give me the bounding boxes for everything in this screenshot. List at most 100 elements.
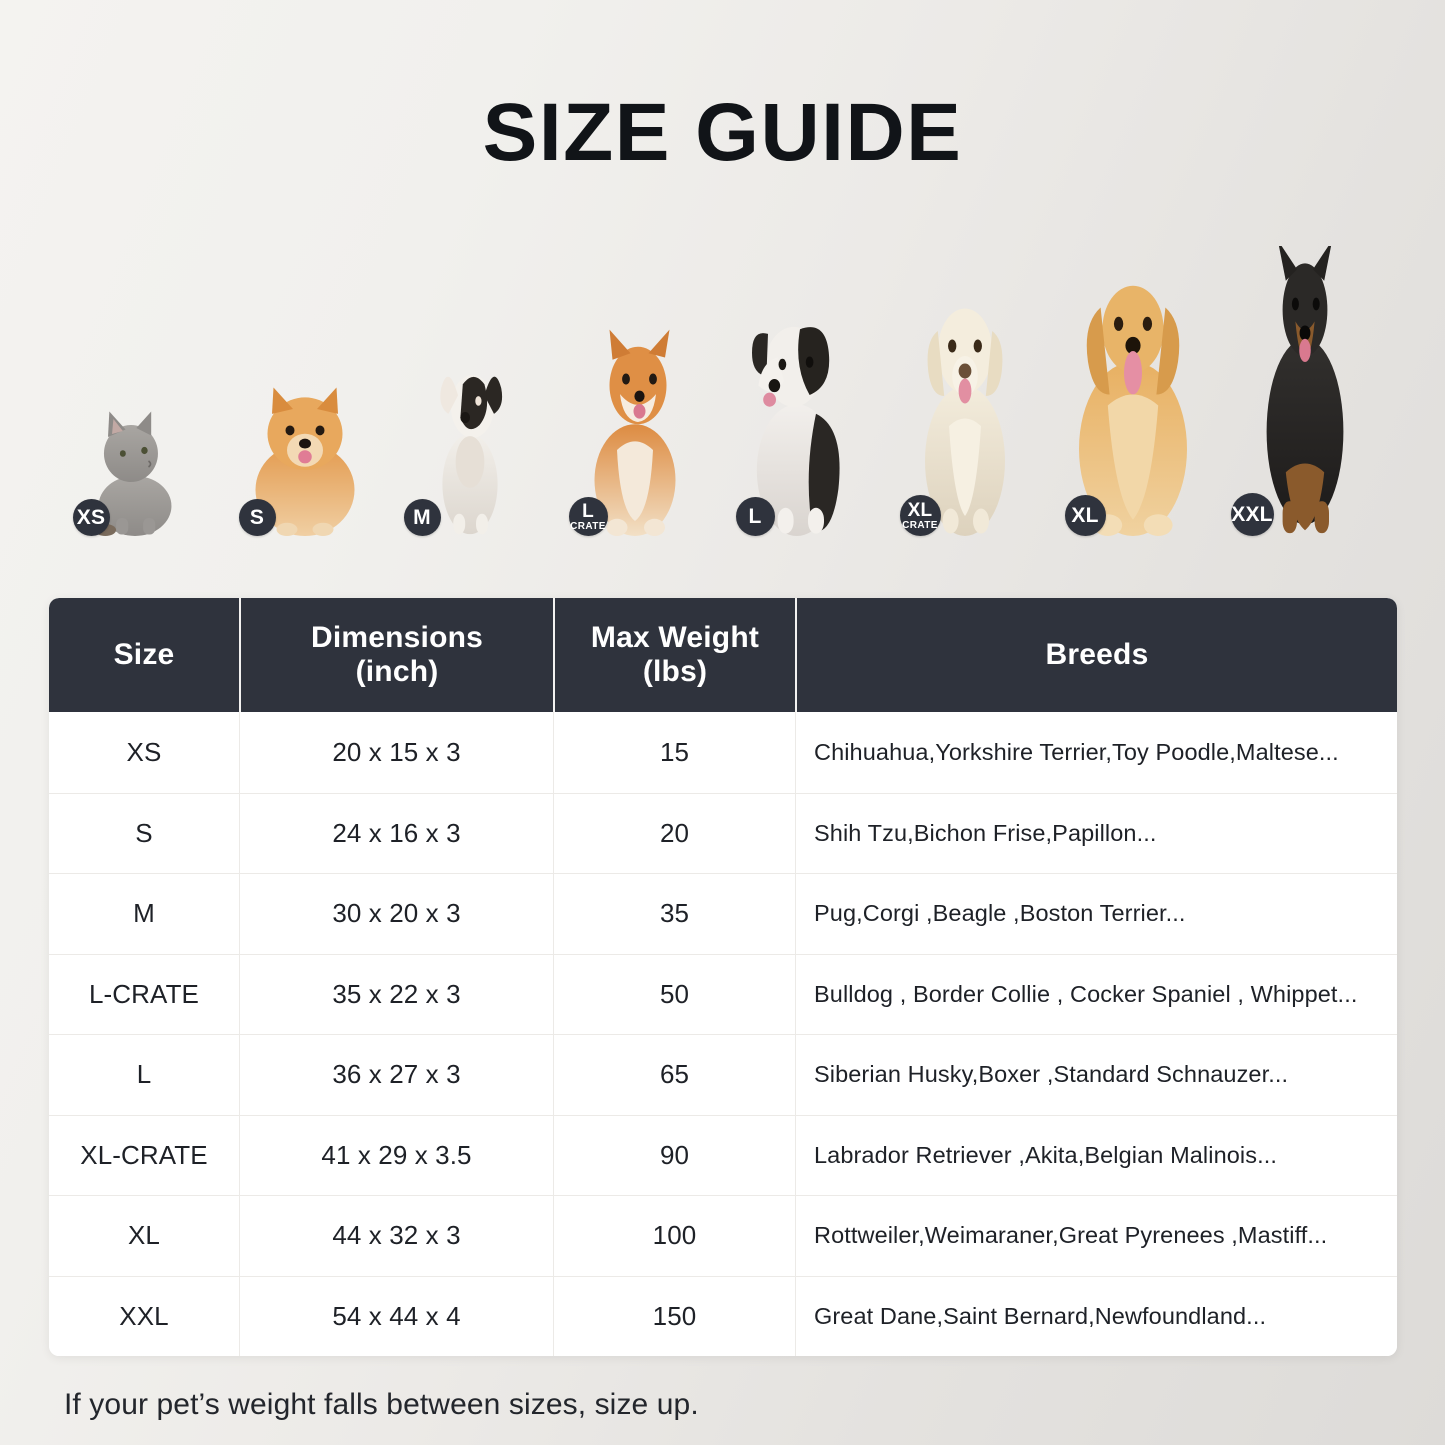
cell-breeds-value: Rottweiler,Weimaraner,Great Pyrenees ,Ma… — [814, 1222, 1328, 1249]
french-bulldog-illustration — [410, 351, 530, 536]
cell-size-value: XL-CRATE — [80, 1139, 208, 1170]
size-badge-l: L — [735, 497, 775, 536]
table-row: XL 44 x 32 x 3 100 Rottweiler,Weimaraner,Gr… — [49, 1195, 1397, 1276]
size-badge-sublabel: CRATE — [902, 519, 938, 531]
cell-breeds-value: Chihuahua,Yorkshire Terrier,Toy Poodle,M… — [814, 738, 1339, 765]
cell-dimensions-value: 44 x 32 x 3 — [332, 1220, 461, 1251]
cell-dimensions: 36 x 27 x 3 — [239, 1035, 553, 1115]
cell-dimensions-value: 36 x 27 x 3 — [332, 1059, 461, 1090]
column-header-dimensions-line2: (inch) — [355, 655, 439, 688]
sizing-advice-note: If your pet’s weight falls between sizes… — [64, 1388, 699, 1421]
cell-breeds: Shih Tzu,Bichon Frise,Papillon... — [795, 793, 1397, 873]
doberman-illustration — [1225, 240, 1385, 536]
table-row: XS 20 x 15 x 3 15 Chihuahua,Yorkshire Terri… — [49, 712, 1397, 793]
column-header-max-weight-line1: Max Weight — [590, 621, 760, 655]
size-badge-label: L — [582, 500, 594, 522]
animal-slot-golden-retriever — [1043, 258, 1223, 550]
cell-breeds-value: Pug,Corgi ,Beagle ,Boston Terrier... — [814, 900, 1186, 927]
cell-dimensions-value: 54 x 44 x 4 — [332, 1300, 461, 1331]
size-badge-xxl: XXL — [1230, 493, 1274, 536]
size-badge-s: S — [238, 499, 276, 536]
gray-cat-illustration — [68, 386, 203, 536]
cell-dimensions-value: 30 x 20 x 3 — [332, 898, 461, 929]
table-row: L-CRATE 35 x 22 x 3 50 Bulldog , Border Col… — [49, 953, 1397, 1034]
cell-max-weight-value: 90 — [659, 1139, 690, 1170]
cell-max-weight-value: 65 — [659, 1059, 690, 1090]
cell-size-value: XL — [127, 1220, 160, 1251]
column-header-dimensions-line1: Dimensions — [310, 621, 484, 655]
cell-dimensions: 30 x 20 x 3 — [239, 874, 553, 954]
animal-slot-shiba-inu — [560, 315, 710, 550]
cell-max-weight-value: 100 — [652, 1220, 697, 1251]
cell-dimensions: 35 x 22 x 3 — [239, 954, 553, 1034]
cell-size-value: M — [133, 898, 155, 929]
pomeranian-illustration — [230, 371, 380, 536]
cell-dimensions: 44 x 32 x 3 — [239, 1196, 553, 1276]
animal-size-lineup: XS S M L CRATE L XL CRATE XL XXL — [0, 240, 1445, 550]
size-badge-label: M — [413, 506, 431, 529]
animal-slot-border-collie — [720, 295, 880, 550]
animal-slot-labrador-retriever — [885, 280, 1045, 550]
cell-dimensions: 41 x 29 x 3.5 — [239, 1115, 553, 1195]
column-header-size: Size — [49, 598, 239, 712]
size-badge-xl-crate: XL CRATE — [899, 495, 941, 536]
cell-size-value: L-CRATE — [88, 978, 199, 1009]
cell-breeds: Chihuahua,Yorkshire Terrier,Toy Poodle,M… — [795, 712, 1397, 793]
cell-breeds: Labrador Retriever ,Akita,Belgian Malino… — [795, 1115, 1397, 1195]
shiba-inu-illustration — [560, 321, 710, 536]
cell-size: L — [49, 1035, 239, 1115]
size-badge-m: M — [403, 499, 441, 536]
cell-breeds-value: Labrador Retriever ,Akita,Belgian Malino… — [814, 1141, 1277, 1168]
cell-size-value: XS — [126, 736, 162, 767]
column-header-max-weight-line2: (lbs) — [642, 655, 708, 688]
table-row: M 30 x 20 x 3 35 Pug,Corgi ,Beagle ,Boston … — [49, 873, 1397, 954]
table-header-row: Size Dimensions (inch) Max Weight (lbs) … — [49, 598, 1397, 712]
cell-max-weight: 50 — [553, 954, 795, 1034]
cell-size: XL-CRATE — [49, 1116, 239, 1196]
size-badge-l-crate: L CRATE — [568, 497, 608, 536]
column-header-breeds-label: Breeds — [1045, 638, 1149, 672]
page-title: SIZE GUIDE — [482, 87, 963, 178]
cell-dimensions-value: 24 x 16 x 3 — [332, 817, 461, 848]
cell-dimensions-value: 41 x 29 x 3.5 — [321, 1139, 472, 1170]
cell-size-value: L — [136, 1059, 152, 1090]
cell-max-weight: 90 — [553, 1115, 795, 1195]
cell-size-value: XXL — [119, 1300, 169, 1331]
cell-max-weight: 65 — [553, 1035, 795, 1115]
cell-breeds: Bulldog , Border Collie , Cocker Spaniel… — [795, 954, 1397, 1034]
cell-size-value: S — [135, 817, 153, 848]
animal-slot-pomeranian — [230, 365, 380, 550]
golden-retriever-illustration — [1043, 264, 1223, 536]
labrador-retriever-illustration — [885, 286, 1045, 536]
cell-breeds-value: Siberian Husky,Boxer ,Standard Schnauzer… — [814, 1061, 1289, 1088]
cell-size: XS — [49, 712, 239, 793]
column-header-size-label: Size — [113, 638, 175, 672]
cell-dimensions: 20 x 15 x 3 — [239, 712, 553, 793]
table-row: L 36 x 27 x 3 65 Siberian Husky,Boxer ,Stan… — [49, 1034, 1397, 1115]
cell-breeds: Rottweiler,Weimaraner,Great Pyrenees ,Ma… — [795, 1196, 1397, 1276]
cell-max-weight-value: 50 — [659, 978, 690, 1009]
cell-max-weight-value: 150 — [652, 1300, 697, 1331]
cell-max-weight: 150 — [553, 1276, 795, 1356]
cell-dimensions-value: 20 x 15 x 3 — [332, 736, 461, 767]
animal-slot-gray-cat — [68, 380, 203, 550]
cell-breeds-value: Shih Tzu,Bichon Frise,Papillon... — [814, 819, 1157, 846]
border-collie-illustration — [720, 301, 880, 536]
size-badge-xs: XS — [72, 499, 110, 536]
table-row: XXL 54 x 44 x 4 150 Great Dane,Saint Bernar… — [49, 1275, 1397, 1356]
cell-max-weight: 20 — [553, 793, 795, 873]
animal-slot-doberman — [1225, 240, 1385, 550]
size-badge-label: S — [249, 506, 265, 529]
table-row: S 24 x 16 x 3 20 Shih Tzu,Bichon Frise,Papi… — [49, 792, 1397, 873]
cell-max-weight: 100 — [553, 1196, 795, 1276]
cell-max-weight-value: 20 — [659, 817, 690, 848]
cell-breeds: Siberian Husky,Boxer ,Standard Schnauzer… — [795, 1035, 1397, 1115]
cell-max-weight: 15 — [553, 712, 795, 793]
size-badge-xl: XL — [1064, 495, 1106, 536]
cell-breeds: Pug,Corgi ,Beagle ,Boston Terrier... — [795, 874, 1397, 954]
cell-max-weight-value: 15 — [659, 736, 690, 767]
size-badge-label: L — [748, 505, 762, 528]
cell-dimensions: 24 x 16 x 3 — [239, 793, 553, 873]
column-header-breeds: Breeds — [795, 598, 1397, 712]
column-header-max-weight: Max Weight (lbs) — [553, 598, 795, 712]
